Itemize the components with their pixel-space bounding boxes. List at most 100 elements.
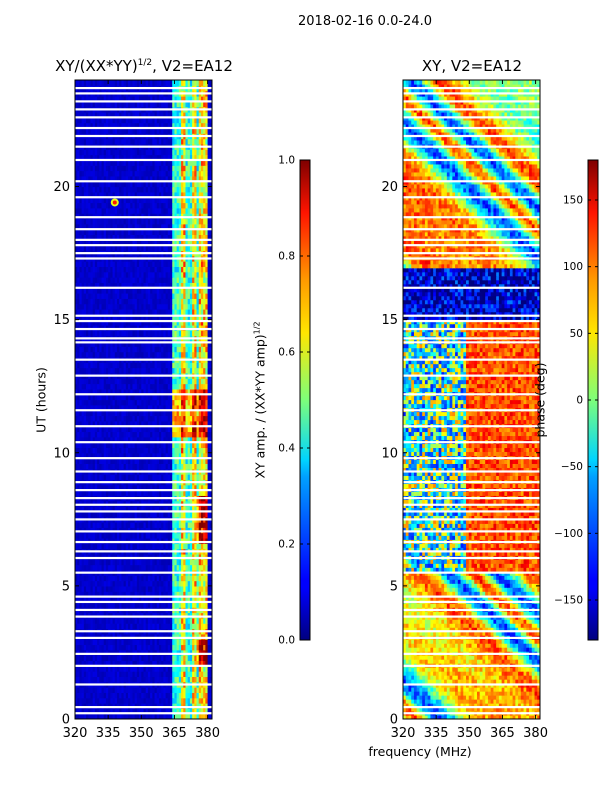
amplitude-cell — [192, 399, 195, 406]
amplitude-cell — [86, 537, 89, 544]
amplitude-cell — [92, 346, 96, 353]
amplitude-cell — [75, 436, 78, 443]
amplitude-cell — [167, 293, 171, 299]
amplitude-cell — [192, 655, 195, 662]
amplitude-cell — [112, 308, 116, 315]
amplitude-cell — [152, 506, 156, 512]
amplitude-cell — [194, 655, 198, 662]
amplitude-cell — [198, 527, 202, 534]
amplitude-cell — [154, 660, 158, 667]
amplitude-cell — [97, 575, 100, 582]
amplitude-cell — [203, 537, 206, 544]
amplitude-cell — [79, 394, 83, 401]
amplitude-cell — [154, 314, 158, 321]
amplitude-cell — [114, 500, 118, 507]
amplitude-cell — [105, 532, 109, 539]
amplitude-cell — [176, 436, 180, 443]
amplitude-cell — [75, 649, 78, 656]
amplitude-cell — [163, 410, 167, 417]
amplitude-cell — [183, 623, 187, 630]
amplitude-cell — [77, 655, 81, 662]
amplitude-cell — [94, 713, 98, 719]
amplitude-cell — [165, 623, 169, 630]
amplitude-cell — [181, 500, 184, 507]
amplitude-cell — [110, 708, 114, 715]
amplitude-cell — [209, 623, 212, 630]
amplitude-cell — [181, 490, 184, 496]
amplitude-cell — [83, 324, 87, 331]
amplitude-cell — [156, 660, 160, 667]
amplitude-cell — [130, 713, 134, 719]
amplitude-cell — [119, 298, 122, 305]
amplitude-cell — [196, 351, 200, 358]
amplitude-cell — [189, 687, 193, 693]
amplitude-cell — [156, 500, 160, 507]
amplitude-cell — [103, 655, 107, 662]
amplitude-cell — [174, 394, 178, 401]
amplitude-cell — [205, 649, 209, 656]
amplitude-cell — [114, 687, 118, 693]
amplitude-cell — [185, 298, 189, 305]
amplitude-cell — [165, 394, 169, 401]
amplitude-cell — [163, 351, 167, 358]
amplitude-cell — [150, 324, 153, 331]
amplitude-cell — [187, 500, 191, 507]
amplitude-cell — [114, 319, 118, 326]
amplitude-cell — [170, 303, 173, 310]
amplitude-cell — [99, 431, 103, 438]
amplitude-cell — [116, 708, 120, 715]
amplitude-cell — [178, 458, 182, 464]
amplitude-cell — [130, 585, 134, 592]
amplitude-cell — [172, 367, 176, 374]
amplitude-cell — [143, 676, 147, 683]
amplitude-cell — [119, 293, 122, 299]
amplitude-cell — [123, 703, 127, 709]
amplitude-cell — [203, 367, 206, 374]
amplitude-cell — [86, 703, 89, 709]
amplitude-cell — [136, 346, 140, 353]
amplitude-cell — [189, 575, 193, 582]
amplitude-cell — [207, 527, 211, 534]
amplitude-cell — [196, 484, 200, 491]
amplitude-cell — [143, 692, 147, 699]
amplitude-cell — [97, 612, 100, 619]
amplitude-cell — [185, 378, 189, 385]
amplitude-cell — [75, 452, 78, 459]
amplitude-cell — [154, 362, 158, 369]
amplitude-cell — [205, 404, 209, 411]
amplitude-cell — [92, 511, 96, 518]
amplitude-cell — [81, 596, 85, 603]
amplitude-cell — [170, 559, 173, 566]
amplitude-cell — [88, 623, 92, 630]
amplitude-cell — [156, 580, 160, 587]
amplitude-cell — [176, 324, 180, 331]
amplitude-cell — [150, 490, 153, 496]
amplitude-cell — [116, 580, 120, 587]
amplitude-cell — [125, 644, 129, 651]
amplitude-cell — [163, 404, 167, 411]
amplitude-cell — [88, 521, 92, 528]
amplitude-cell — [147, 559, 151, 566]
amplitude-cell — [198, 458, 202, 464]
amplitude-cell — [196, 442, 200, 449]
amplitude-cell — [101, 511, 105, 518]
amplitude-cell — [194, 330, 198, 337]
amplitude-cell — [176, 351, 180, 358]
amplitude-cell — [92, 426, 96, 433]
amplitude-cell — [105, 708, 109, 715]
amplitude-cell — [192, 415, 195, 422]
amplitude-cell — [77, 532, 81, 539]
amplitude-cell — [158, 612, 162, 619]
amplitude-cell — [203, 692, 206, 699]
amplitude-cell — [75, 442, 78, 449]
amplitude-cell — [97, 532, 100, 539]
amplitude-cell — [187, 506, 191, 512]
amplitude-cell — [94, 676, 98, 683]
amplitude-cell — [209, 346, 212, 353]
amplitude-cell — [121, 484, 125, 491]
amplitude-cell — [207, 633, 211, 640]
amplitude-cell — [97, 521, 100, 528]
amplitude-cell — [86, 559, 89, 566]
amplitude-cell — [181, 436, 184, 443]
